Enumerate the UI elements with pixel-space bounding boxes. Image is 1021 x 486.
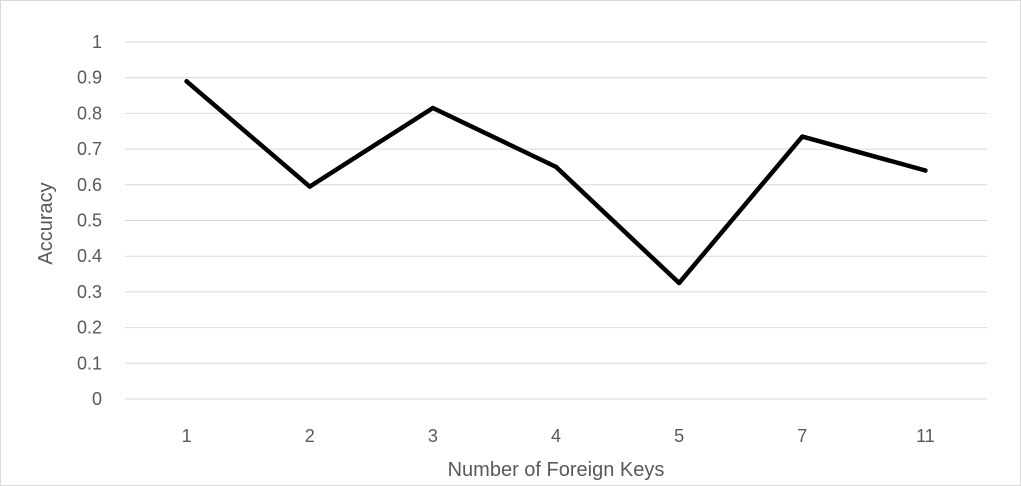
y-tick-label: 0.5 (77, 211, 102, 231)
data-point (676, 280, 682, 286)
data-point (184, 79, 189, 84)
data-point (553, 164, 559, 170)
data-point (923, 168, 928, 173)
y-tick-label: 0.2 (77, 318, 102, 338)
series-line (184, 79, 928, 286)
y-tick-label: 0.4 (77, 246, 102, 266)
data-point (800, 134, 805, 139)
y-tick-label: 0.7 (77, 139, 102, 159)
y-tick-label: 0.3 (77, 282, 102, 302)
data-point (307, 184, 312, 189)
y-tick-label: 0 (92, 389, 102, 409)
x-tick-label: 3 (428, 426, 438, 446)
data-point (430, 105, 436, 111)
x-tick-label: 5 (674, 426, 684, 446)
x-axis-tick-labels: 1 2 3 4 5 7 11 (182, 426, 935, 446)
x-tick-label: 1 (182, 426, 192, 446)
y-tick-label: 0.1 (77, 353, 102, 373)
x-tick-label: 2 (305, 426, 315, 446)
x-axis-title: Number of Foreign Keys (448, 459, 665, 481)
y-tick-label: 0.9 (77, 68, 102, 88)
x-tick-label: 7 (797, 426, 807, 446)
y-tick-label: 0.6 (77, 175, 102, 195)
y-axis-title: Accuracy (35, 182, 57, 264)
x-tick-label: 11 (916, 426, 935, 446)
y-axis-tick-labels: 0 0.1 0.2 0.3 0.4 0.5 0.6 0.7 0.8 0.9 1 (77, 32, 102, 409)
x-tick-label: 4 (551, 426, 561, 446)
y-tick-label: 1 (92, 32, 102, 52)
series-lines (184, 79, 928, 286)
y-tick-label: 0.8 (77, 103, 102, 123)
gridlines (125, 41, 987, 400)
